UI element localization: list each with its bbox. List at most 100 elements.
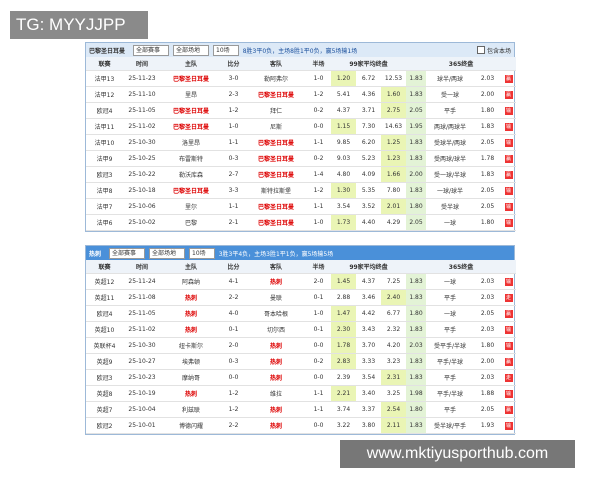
cell: 25-11-02 [123, 118, 161, 135]
cell: 法甲6 [86, 214, 123, 231]
column-header: 时间 [123, 260, 161, 274]
result-badge: 输 [504, 122, 513, 131]
column-header: 时间 [123, 57, 161, 71]
result-cell: 走 [501, 289, 517, 306]
cell: 4.36 [356, 86, 381, 103]
filter-dropdown[interactable]: 全部赛事 [109, 247, 146, 259]
cell: 6.20 [356, 134, 381, 151]
cell: 法甲7 [86, 198, 123, 215]
cell: 1.98 [406, 385, 427, 402]
cell: 1-1 [221, 198, 246, 215]
cell: 1.93 [474, 417, 502, 434]
watermark: TG: MYYJJPP [10, 11, 148, 39]
column-header: 客队 [246, 260, 306, 274]
cell: 4-0 [221, 305, 246, 322]
cell: 2-2 [221, 417, 246, 434]
cell: 勒沃库森 [161, 166, 221, 183]
cell: 尼斯 [246, 118, 306, 135]
cell: 英联杯4 [86, 337, 123, 354]
match-table: 巴黎圣日耳曼 全部赛事 全部场地 10场 8胜3平0负，主场8胜1平0负，赢5场输1场包… [85, 42, 517, 232]
cell: 巴黎圣日耳曼 [246, 166, 306, 183]
result-cell: 输 [501, 337, 517, 354]
cell: 两球/两球半 [426, 118, 475, 135]
cell: 1.30 [331, 182, 356, 199]
cell: 5.23 [356, 150, 381, 167]
result-cell: 输 [501, 118, 517, 135]
filter-dropdown[interactable]: 10场 [189, 247, 215, 259]
cell: 2.05 [406, 102, 427, 119]
cell: 0-0 [306, 118, 331, 135]
cell: 1.83 [406, 182, 427, 199]
cell: 平手/半球 [426, 385, 475, 402]
cell: 1-2 [221, 102, 246, 119]
filter-dropdown[interactable]: 全部场地 [173, 44, 210, 56]
cell: 0-2 [306, 353, 331, 370]
include-checkbox[interactable]: 包含本场 [476, 46, 511, 55]
cell: 25-10-30 [123, 337, 161, 354]
cell: 9.85 [331, 134, 356, 151]
cell: 热刺 [246, 337, 306, 354]
cell: 2.31 [381, 369, 407, 386]
cell: 受球半/两球 [426, 134, 475, 151]
summary: 3胜3平4负，主场3胜1平1负，赢5场输5场 [218, 250, 334, 258]
cell: 1.80 [474, 337, 502, 354]
table: 联赛 时间 主队 比分 客队 半场 99家平均终盘 365终盘 英超12 25-11-24 阿森纳 4… [86, 260, 517, 434]
cell: 7.30 [356, 118, 381, 135]
cell: 0-0 [306, 369, 331, 386]
cell: 3.74 [331, 401, 356, 418]
cell: 2-7 [221, 166, 246, 183]
table-header-bar: 热刺 全部赛事 全部场地 10场 3胜3平4负，主场3胜1平1负，赢5场输5场 [86, 246, 514, 260]
cell: 6.72 [356, 70, 381, 87]
filter-dropdown[interactable]: 全部场地 [149, 247, 186, 259]
cell: 2.05 [474, 134, 502, 151]
result-badge: 输 [504, 277, 513, 286]
cell: 25-11-08 [123, 289, 161, 306]
cell: 欧冠3 [86, 369, 123, 386]
team-name: 巴黎圣日耳曼 [89, 47, 126, 55]
table-body: 法甲13 25-11-23 巴黎圣日耳曼 3-0 勒阿弗尔 1-0 1.20 6.72 12.5… [86, 70, 517, 231]
cell: 25-10-30 [123, 134, 161, 151]
cell: 0-0 [306, 417, 331, 434]
checkbox[interactable] [476, 46, 485, 54]
result-cell: 赢 [501, 305, 517, 322]
cell: 7.25 [381, 273, 407, 290]
match-row: 英超10 25-11-02 热刺 0-1 切尔西 0-1 2.30 3.43 2.32 1.83 平… [86, 321, 517, 338]
cell: 4.29 [381, 214, 407, 231]
result-cell: 走 [501, 369, 517, 386]
cell: 0-0 [306, 337, 331, 354]
cell: 3.40 [356, 385, 381, 402]
match-row: 法甲11 25-11-02 巴黎圣日耳曼 1-0 尼斯 0-0 1.15 7.30 14.63 1… [86, 118, 517, 135]
cell: 3.54 [356, 369, 381, 386]
column-header: 99家平均终盘 [331, 57, 407, 71]
cell: 4-1 [221, 273, 246, 290]
cell: 巴黎圣日耳曼 [161, 182, 221, 199]
cell: 1-2 [221, 401, 246, 418]
cell: 25-10-04 [123, 401, 161, 418]
filter-dropdown[interactable]: 10场 [213, 44, 239, 56]
cell: 1-0 [306, 214, 331, 231]
cell: 英超12 [86, 273, 123, 290]
cell: 2.03 [474, 369, 502, 386]
cell: 平手 [426, 401, 475, 418]
cell: 0-0 [221, 369, 246, 386]
header-row: 联赛 时间 主队 比分 客队 半场 99家平均终盘 365终盘 [86, 260, 517, 274]
cell: 1.83 [406, 70, 427, 87]
cell: 25-10-06 [123, 198, 161, 215]
result-badge: 输 [504, 389, 513, 398]
cell: 4.37 [356, 273, 381, 290]
result-cell: 赢 [501, 150, 517, 167]
cell: 4.42 [356, 305, 381, 322]
cell: 25-10-01 [123, 417, 161, 434]
filter-dropdown[interactable]: 全部赛事 [133, 44, 170, 56]
result-badge: 输 [504, 138, 513, 147]
cell: 1.80 [474, 102, 502, 119]
cell: 25-11-10 [123, 86, 161, 103]
cell: 2.11 [381, 417, 407, 434]
cell: 1-2 [306, 86, 331, 103]
match-row: 法甲13 25-11-23 巴黎圣日耳曼 3-0 勒阿弗尔 1-0 1.20 6.72 12.5… [86, 70, 517, 87]
result-badge: 输 [504, 186, 513, 195]
cell: 受一球/半球 [426, 166, 475, 183]
cell: 巴黎 [161, 214, 221, 231]
cell: 12.53 [381, 70, 407, 87]
